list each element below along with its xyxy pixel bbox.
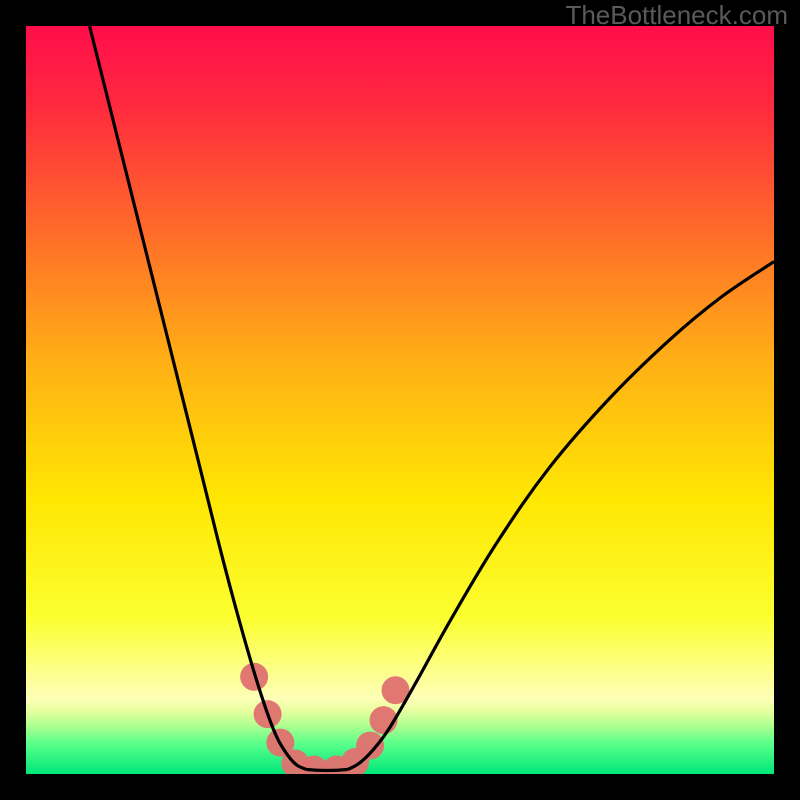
left-curve	[90, 26, 307, 770]
watermark-text: TheBottleneck.com	[565, 0, 788, 31]
plot-area	[26, 26, 774, 774]
right-curve	[348, 262, 774, 770]
bottom-curve	[307, 770, 348, 771]
marker-group	[240, 663, 409, 774]
curve-layer	[26, 26, 774, 774]
chart-frame: TheBottleneck.com	[0, 0, 800, 800]
